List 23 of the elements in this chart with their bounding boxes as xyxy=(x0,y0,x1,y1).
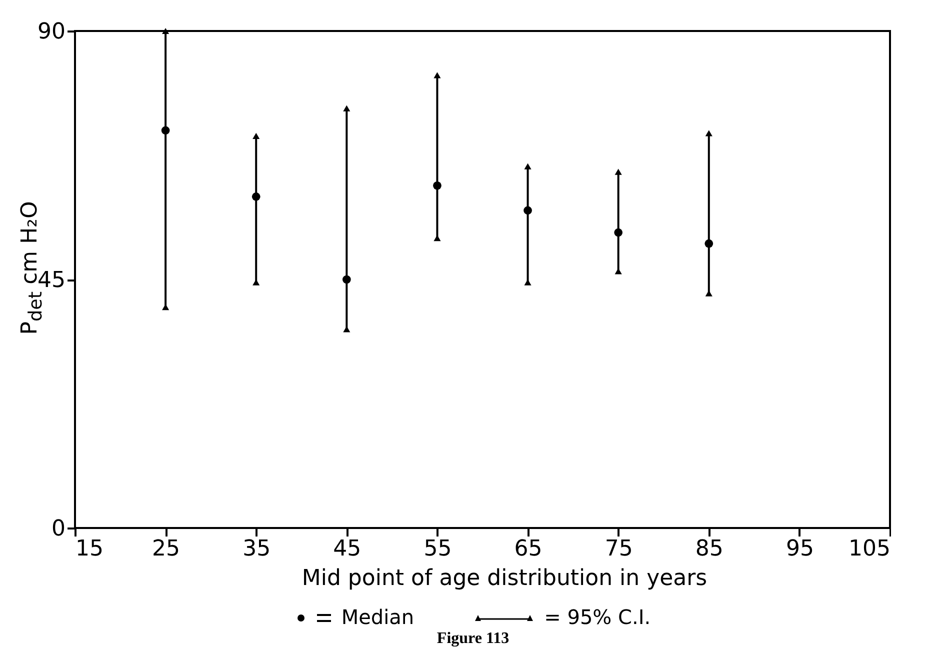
point xyxy=(342,275,351,284)
legend-label: Median xyxy=(341,604,414,629)
point xyxy=(614,228,623,237)
x-tick-label: 55 xyxy=(424,536,452,562)
x-tick-label: 25 xyxy=(152,536,180,562)
x-axis-title: Mid point of age distribution in years xyxy=(300,566,708,591)
x-tick-label: 75 xyxy=(604,536,633,562)
point xyxy=(252,192,260,201)
x-tick-label: 65 xyxy=(514,536,542,562)
point xyxy=(524,206,532,215)
point xyxy=(161,126,170,135)
y-tick-label: 0 xyxy=(52,516,66,542)
x-tick-label: 35 xyxy=(242,536,271,562)
x-tick-label: 85 xyxy=(695,536,724,562)
x-tick-label: 15 xyxy=(76,536,104,562)
caption: Figure 113 xyxy=(436,630,510,648)
point xyxy=(704,239,714,248)
point xyxy=(433,181,442,190)
y-tick-label: 90 xyxy=(38,20,66,44)
text: = 95% C.I. xyxy=(544,604,651,629)
x-tick-label: 105 xyxy=(848,536,890,562)
x-tick-label: 45 xyxy=(333,536,362,562)
x-tick-label: 95 xyxy=(786,536,814,562)
